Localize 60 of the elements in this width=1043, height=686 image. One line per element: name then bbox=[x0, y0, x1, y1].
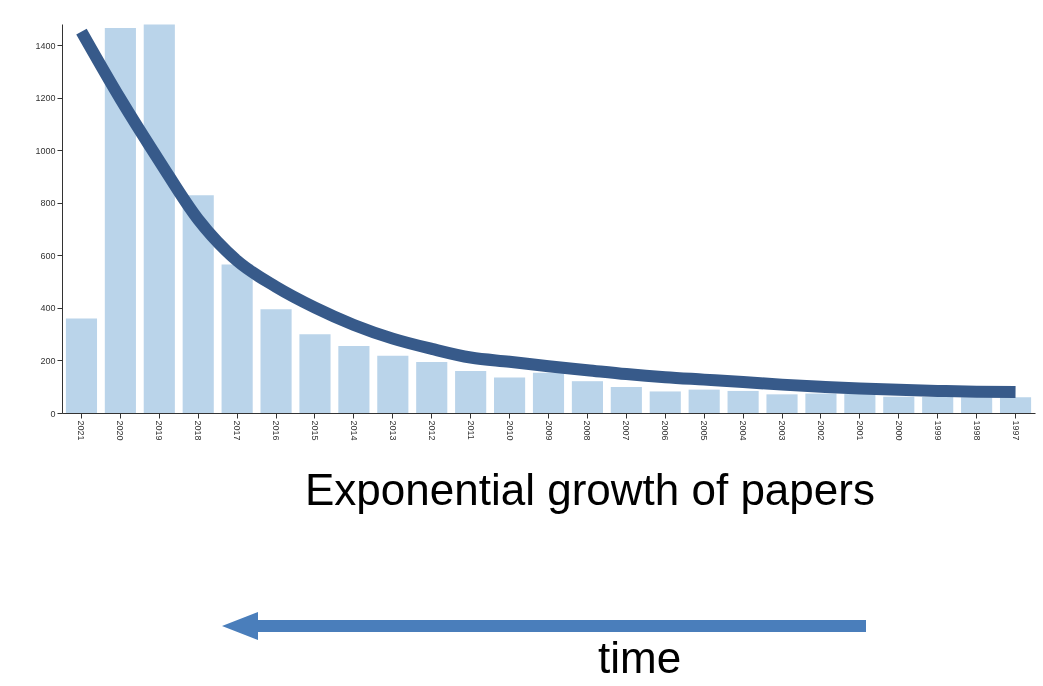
x-tick-label: 2004 bbox=[738, 420, 749, 441]
x-tick-label: 2001 bbox=[854, 420, 865, 441]
x-tick-label: 2012 bbox=[426, 420, 437, 441]
bar bbox=[999, 397, 1032, 413]
bar bbox=[688, 389, 720, 413]
x-tick-label: 2003 bbox=[777, 420, 788, 441]
x-tick-label: 2002 bbox=[815, 420, 826, 441]
x-tick-label: 2011 bbox=[465, 420, 476, 440]
x-tick-label: 2014 bbox=[348, 420, 359, 441]
y-tick-label: 200 bbox=[40, 355, 56, 366]
y-tick-label: 400 bbox=[40, 303, 56, 314]
y-tick-label: 1400 bbox=[35, 40, 56, 51]
x-tick-label: 2020 bbox=[115, 420, 126, 441]
x-tick-label: 1999 bbox=[932, 420, 943, 441]
y-tick-label: 1200 bbox=[35, 93, 56, 104]
bar bbox=[182, 195, 214, 413]
bar bbox=[416, 362, 448, 413]
bar bbox=[260, 309, 292, 413]
x-tick-label: 2019 bbox=[154, 420, 165, 441]
bar bbox=[610, 386, 642, 413]
x-tick-label: 2015 bbox=[309, 420, 320, 441]
bar bbox=[844, 394, 876, 413]
bar bbox=[494, 377, 526, 413]
x-tick-label: 2007 bbox=[621, 420, 632, 441]
text: Exponential growth of papers bbox=[305, 465, 875, 514]
bar bbox=[143, 24, 175, 413]
x-tick-label: 2021 bbox=[76, 420, 87, 441]
text: time bbox=[598, 633, 682, 682]
bar bbox=[455, 370, 487, 413]
bar bbox=[104, 27, 136, 413]
x-tick-label: 2017 bbox=[232, 420, 243, 441]
bar bbox=[299, 334, 331, 413]
y-tick-label: 600 bbox=[40, 250, 56, 261]
bar bbox=[922, 396, 954, 413]
x-tick-label: 2005 bbox=[699, 420, 710, 441]
x-tick-label: 2000 bbox=[893, 420, 904, 441]
y-tick-label: 1000 bbox=[35, 145, 56, 156]
x-tick-label: 1997 bbox=[1010, 420, 1021, 441]
x-tick-label: 2013 bbox=[387, 420, 398, 441]
bar bbox=[883, 396, 915, 413]
bar bbox=[221, 264, 253, 413]
bar bbox=[766, 394, 798, 413]
bar bbox=[805, 393, 837, 413]
bar bbox=[571, 381, 603, 413]
x-tick-label: 2016 bbox=[271, 420, 282, 441]
bar bbox=[649, 391, 681, 413]
y-tick-label: 800 bbox=[40, 198, 56, 209]
x-tick-label: 2018 bbox=[193, 420, 204, 441]
y-tick-label: 0 bbox=[50, 408, 56, 419]
bar bbox=[961, 397, 993, 413]
x-tick-label: 2010 bbox=[504, 420, 515, 441]
bar bbox=[338, 345, 370, 413]
bar bbox=[727, 390, 759, 413]
x-tick-label: 2006 bbox=[660, 420, 671, 441]
x-tick-label: 2008 bbox=[582, 420, 593, 441]
bar bbox=[65, 318, 98, 413]
bar bbox=[377, 355, 409, 413]
x-tick-label: 2009 bbox=[543, 420, 554, 441]
x-tick-label: 1998 bbox=[971, 420, 982, 441]
bar bbox=[532, 372, 565, 413]
